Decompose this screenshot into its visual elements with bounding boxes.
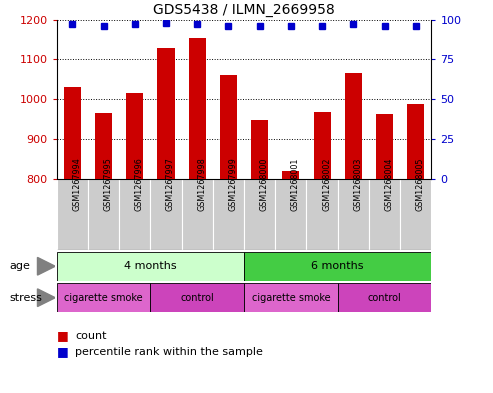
Bar	[282, 171, 299, 179]
Bar	[64, 87, 81, 179]
Bar	[338, 283, 431, 312]
Bar	[400, 179, 431, 250]
Bar	[407, 104, 424, 179]
Bar	[150, 179, 181, 250]
Text: GSM1268004: GSM1268004	[385, 158, 393, 211]
Bar	[57, 179, 88, 250]
Text: cigarette smoke: cigarette smoke	[251, 293, 330, 303]
Text: GSM1267998: GSM1267998	[197, 158, 206, 211]
Bar	[57, 252, 244, 281]
Bar	[95, 113, 112, 179]
Bar	[213, 179, 244, 250]
Text: ■: ■	[57, 345, 69, 358]
Text: stress: stress	[10, 293, 43, 303]
Text: GSM1268001: GSM1268001	[291, 158, 300, 211]
Bar	[244, 283, 338, 312]
Bar	[126, 93, 143, 179]
Bar	[275, 179, 307, 250]
Polygon shape	[37, 289, 55, 307]
Text: GSM1267994: GSM1267994	[72, 158, 81, 211]
Bar	[157, 48, 175, 179]
Text: GSM1268002: GSM1268002	[322, 158, 331, 211]
Text: GSM1267997: GSM1267997	[166, 158, 175, 211]
Bar	[307, 179, 338, 250]
Bar	[345, 73, 362, 179]
Bar	[119, 179, 150, 250]
Text: GSM1267995: GSM1267995	[104, 158, 112, 211]
Bar	[189, 38, 206, 179]
Text: GSM1268003: GSM1268003	[353, 158, 362, 211]
Text: GSM1267996: GSM1267996	[135, 158, 144, 211]
Text: GSM1268000: GSM1268000	[260, 158, 269, 211]
Text: GSM1268005: GSM1268005	[416, 158, 425, 211]
Text: control: control	[180, 293, 214, 303]
Bar	[244, 252, 431, 281]
Text: count: count	[75, 331, 107, 341]
Bar	[338, 179, 369, 250]
Text: 4 months: 4 months	[124, 261, 176, 271]
Bar	[251, 120, 268, 179]
Text: ■: ■	[57, 329, 69, 343]
Text: cigarette smoke: cigarette smoke	[64, 293, 143, 303]
Text: control: control	[368, 293, 401, 303]
Bar	[181, 179, 213, 250]
Text: GSM1267999: GSM1267999	[228, 158, 238, 211]
Title: GDS5438 / ILMN_2669958: GDS5438 / ILMN_2669958	[153, 3, 335, 17]
Bar	[314, 112, 331, 179]
Bar	[88, 179, 119, 250]
Bar	[244, 179, 275, 250]
Bar	[57, 283, 150, 312]
Bar	[220, 75, 237, 179]
Text: percentile rank within the sample: percentile rank within the sample	[75, 347, 263, 357]
Polygon shape	[37, 257, 55, 275]
Bar	[369, 179, 400, 250]
Bar	[150, 283, 244, 312]
Text: 6 months: 6 months	[312, 261, 364, 271]
Bar	[376, 114, 393, 179]
Text: age: age	[10, 261, 31, 271]
